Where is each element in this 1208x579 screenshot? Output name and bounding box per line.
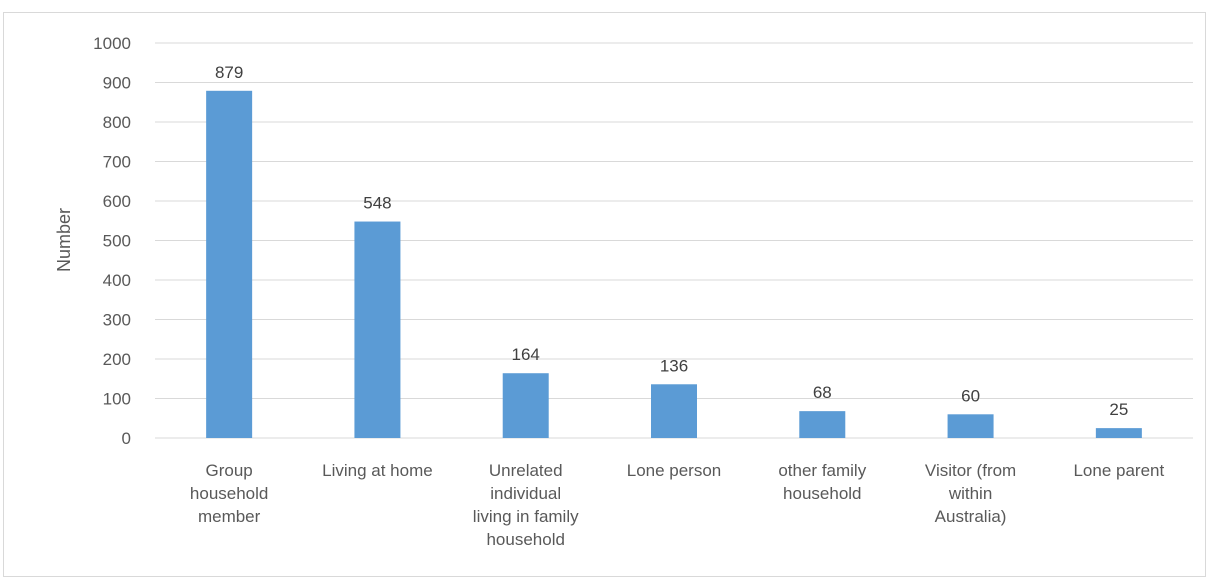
data-labels: 879 548 164 136 68 60 25 bbox=[215, 63, 1128, 419]
chart-frame bbox=[3, 12, 1206, 577]
bar bbox=[799, 411, 846, 438]
bars bbox=[206, 90, 1142, 439]
x-category-label-line: Lone person bbox=[627, 461, 722, 480]
y-tick-label: 600 bbox=[103, 192, 131, 211]
x-category-label: Group household member bbox=[190, 461, 268, 526]
y-tick-label: 900 bbox=[103, 74, 131, 93]
bar bbox=[947, 414, 994, 438]
y-tick-label: 100 bbox=[103, 390, 131, 409]
bar bbox=[502, 373, 549, 438]
bar bbox=[1095, 428, 1142, 438]
x-category-label-line: other family bbox=[778, 461, 866, 480]
x-category-label-line: household bbox=[190, 484, 268, 503]
x-category-label-line: individual bbox=[490, 484, 561, 503]
data-label: 548 bbox=[363, 194, 391, 213]
data-label: 164 bbox=[512, 345, 540, 364]
x-category-label: other family household bbox=[778, 461, 866, 503]
x-category-label: Lone person bbox=[627, 461, 722, 480]
x-category-label-line: within bbox=[948, 484, 992, 503]
x-category-label-line: household bbox=[783, 484, 861, 503]
bar bbox=[354, 221, 401, 438]
y-tick-labels: 0 100 200 300 400 500 600 700 800 900 1000 bbox=[93, 34, 131, 448]
data-label: 136 bbox=[660, 356, 688, 375]
data-label: 68 bbox=[813, 383, 832, 402]
data-label: 25 bbox=[1109, 400, 1128, 419]
y-tick-label: 0 bbox=[122, 429, 131, 448]
x-category-label-line: Visitor (from bbox=[925, 461, 1016, 480]
data-label: 879 bbox=[215, 63, 243, 82]
x-category-label-line: Unrelated bbox=[489, 461, 563, 480]
data-label: 60 bbox=[961, 386, 980, 405]
y-axis-title: Number bbox=[54, 208, 74, 272]
x-category-label: Unrelated individual living in family house… bbox=[473, 461, 579, 549]
x-category-label-line: living in family bbox=[473, 507, 579, 526]
x-category-label: Lone parent bbox=[1073, 461, 1164, 480]
x-category-label-line: household bbox=[486, 530, 564, 549]
x-category-label-line: Group bbox=[206, 461, 253, 480]
y-tick-label: 200 bbox=[103, 350, 131, 369]
y-tick-label: 500 bbox=[103, 232, 131, 251]
x-category-label-line: Living at home bbox=[322, 461, 433, 480]
y-tick-label: 400 bbox=[103, 271, 131, 290]
y-tick-label: 700 bbox=[103, 153, 131, 172]
y-tick-label: 800 bbox=[103, 113, 131, 132]
x-category-label: Living at home bbox=[322, 461, 433, 480]
x-category-label: Visitor (from within Australia) bbox=[925, 461, 1016, 526]
x-category-labels: Group household member Living at home Unrela… bbox=[190, 461, 1165, 549]
y-tick-label: 1000 bbox=[93, 34, 131, 53]
bar bbox=[651, 384, 697, 438]
x-category-label-line: member bbox=[198, 507, 261, 526]
x-category-label-line: Australia) bbox=[935, 507, 1007, 526]
bar bbox=[206, 90, 253, 439]
gridlines bbox=[155, 42, 1193, 439]
y-tick-label: 300 bbox=[103, 311, 131, 330]
x-category-label-line: Lone parent bbox=[1073, 461, 1164, 480]
